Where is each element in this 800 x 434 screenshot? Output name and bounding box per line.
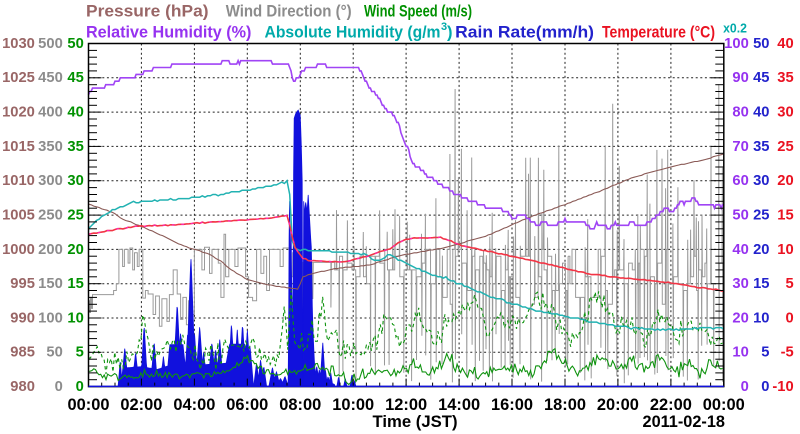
svg-text:0: 0 bbox=[76, 379, 84, 395]
svg-text:300: 300 bbox=[38, 173, 63, 189]
svg-text:-5: -5 bbox=[781, 345, 794, 361]
svg-text:-10: -10 bbox=[772, 379, 793, 395]
svg-text:50: 50 bbox=[753, 36, 769, 52]
svg-text:30: 30 bbox=[732, 276, 748, 292]
svg-text:25: 25 bbox=[753, 208, 769, 224]
svg-text:1005: 1005 bbox=[2, 208, 35, 224]
svg-text:): ) bbox=[447, 24, 453, 42]
svg-text:1020: 1020 bbox=[2, 105, 35, 121]
svg-text:40: 40 bbox=[732, 242, 748, 258]
svg-text:08:00: 08:00 bbox=[279, 395, 321, 414]
svg-text:20: 20 bbox=[732, 310, 748, 326]
svg-text:90: 90 bbox=[732, 70, 748, 86]
svg-text:Temperature (°C): Temperature (°C) bbox=[602, 24, 715, 42]
svg-text:450: 450 bbox=[38, 70, 63, 86]
svg-text:15: 15 bbox=[67, 276, 83, 292]
svg-text:200: 200 bbox=[38, 242, 63, 258]
svg-text:Wind Direction (°): Wind Direction (°) bbox=[226, 3, 352, 21]
svg-text:22:00: 22:00 bbox=[650, 395, 692, 414]
svg-text:5: 5 bbox=[786, 276, 794, 292]
svg-text:20: 20 bbox=[753, 242, 769, 258]
svg-text:10: 10 bbox=[67, 310, 83, 326]
svg-text:40: 40 bbox=[67, 105, 83, 121]
svg-text:350: 350 bbox=[38, 139, 63, 155]
svg-text:1010: 1010 bbox=[2, 173, 35, 189]
svg-text:30: 30 bbox=[777, 105, 793, 121]
svg-text:60: 60 bbox=[732, 173, 748, 189]
svg-text:Relative Humidity (%): Relative Humidity (%) bbox=[86, 24, 251, 42]
svg-text:30: 30 bbox=[753, 173, 769, 189]
svg-text:150: 150 bbox=[38, 276, 63, 292]
svg-text:5: 5 bbox=[76, 345, 84, 361]
svg-text:20: 20 bbox=[67, 242, 83, 258]
svg-text:20:00: 20:00 bbox=[597, 395, 639, 414]
svg-text:70: 70 bbox=[732, 139, 748, 155]
svg-text:0: 0 bbox=[741, 379, 749, 395]
svg-text:50: 50 bbox=[46, 345, 62, 361]
svg-text:5: 5 bbox=[761, 345, 769, 361]
svg-text:500: 500 bbox=[38, 36, 63, 52]
svg-text:100: 100 bbox=[38, 310, 63, 326]
svg-text:985: 985 bbox=[10, 345, 35, 361]
svg-text:1025: 1025 bbox=[2, 70, 35, 86]
svg-text:1000: 1000 bbox=[2, 242, 35, 258]
svg-text:04:00: 04:00 bbox=[173, 395, 215, 414]
svg-text:35: 35 bbox=[67, 139, 83, 155]
svg-text:x0.2: x0.2 bbox=[723, 21, 747, 36]
svg-text:10:00: 10:00 bbox=[332, 395, 374, 414]
svg-text:00:00: 00:00 bbox=[703, 395, 745, 414]
svg-text:Wind Speed (m/s): Wind Speed (m/s) bbox=[364, 3, 472, 21]
svg-text:15: 15 bbox=[753, 276, 769, 292]
svg-text:35: 35 bbox=[777, 70, 793, 86]
svg-text:Absolute Humidity (g/m: Absolute Humidity (g/m bbox=[265, 24, 441, 42]
svg-text:50: 50 bbox=[67, 36, 83, 52]
svg-text:250: 250 bbox=[38, 208, 63, 224]
svg-text:0: 0 bbox=[786, 310, 794, 326]
svg-text:400: 400 bbox=[38, 105, 63, 121]
svg-text:35: 35 bbox=[753, 139, 769, 155]
svg-text:10: 10 bbox=[753, 310, 769, 326]
svg-text:18:00: 18:00 bbox=[544, 395, 586, 414]
svg-text:0: 0 bbox=[55, 379, 63, 395]
svg-text:06:00: 06:00 bbox=[226, 395, 268, 414]
svg-text:12:00: 12:00 bbox=[385, 395, 427, 414]
svg-text:30: 30 bbox=[67, 173, 83, 189]
svg-text:Rain Rate(mm/h): Rain Rate(mm/h) bbox=[455, 24, 594, 42]
svg-text:Time (JST): Time (JST) bbox=[373, 413, 458, 431]
svg-text:1015: 1015 bbox=[2, 139, 35, 155]
svg-text:50: 50 bbox=[732, 208, 748, 224]
svg-text:25: 25 bbox=[67, 208, 83, 224]
svg-text:2011-02-18: 2011-02-18 bbox=[643, 413, 726, 431]
svg-text:45: 45 bbox=[67, 70, 83, 86]
svg-text:14:00: 14:00 bbox=[438, 395, 480, 414]
svg-text:10: 10 bbox=[732, 345, 748, 361]
svg-text:02:00: 02:00 bbox=[120, 395, 162, 414]
svg-text:995: 995 bbox=[10, 276, 35, 292]
svg-text:100: 100 bbox=[724, 36, 749, 52]
svg-text:16:00: 16:00 bbox=[491, 395, 533, 414]
svg-text:980: 980 bbox=[10, 379, 35, 395]
svg-text:1030: 1030 bbox=[2, 36, 35, 52]
svg-text:15: 15 bbox=[777, 208, 793, 224]
svg-text:40: 40 bbox=[777, 36, 793, 52]
svg-text:Pressure (hPa): Pressure (hPa) bbox=[86, 3, 209, 21]
svg-text:00:00: 00:00 bbox=[68, 395, 110, 414]
svg-text:3: 3 bbox=[441, 21, 447, 33]
svg-text:80: 80 bbox=[732, 105, 748, 121]
svg-text:0: 0 bbox=[761, 379, 769, 395]
svg-text:20: 20 bbox=[777, 173, 793, 189]
svg-text:25: 25 bbox=[777, 139, 793, 155]
svg-text:40: 40 bbox=[753, 105, 769, 121]
svg-text:10: 10 bbox=[777, 242, 793, 258]
svg-text:45: 45 bbox=[753, 70, 769, 86]
svg-text:990: 990 bbox=[10, 310, 35, 326]
